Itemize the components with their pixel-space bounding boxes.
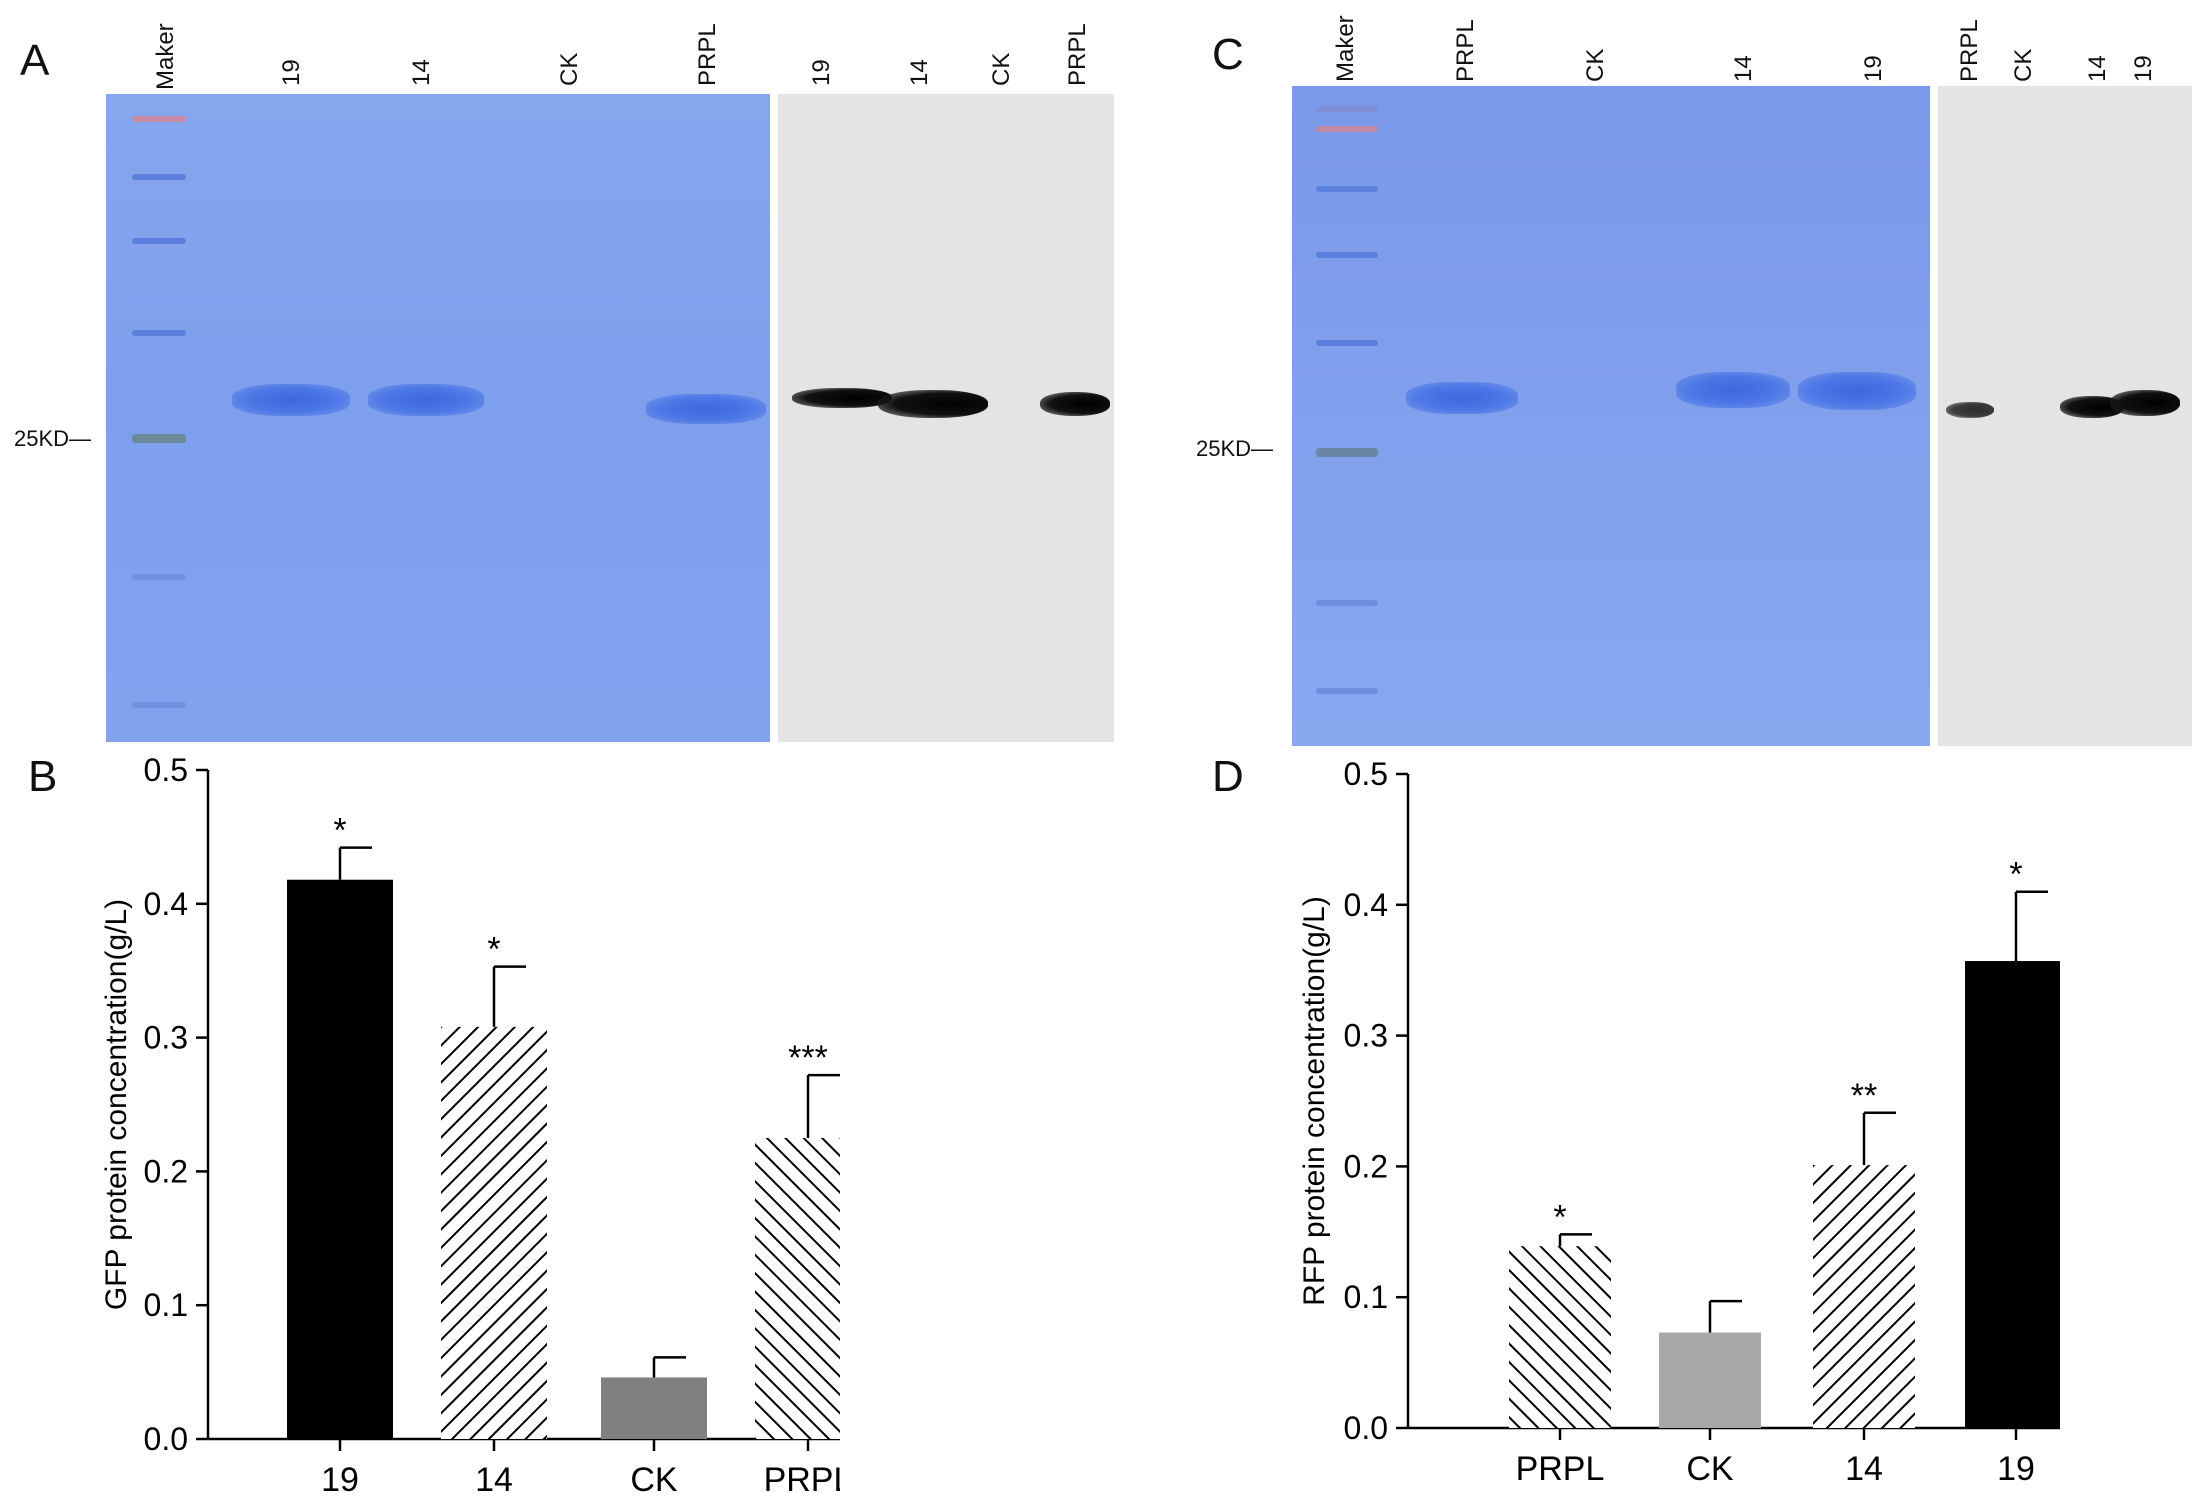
significance-label: ** bbox=[1851, 1077, 1877, 1115]
lane-label: PRPL bbox=[1956, 19, 1983, 82]
bar bbox=[601, 1377, 707, 1439]
y-tick-label: 0.2 bbox=[144, 1153, 188, 1189]
bar bbox=[1659, 1332, 1761, 1428]
western-band bbox=[1040, 392, 1110, 416]
y-axis-label: GFP protein concentration(g/L) bbox=[100, 899, 133, 1310]
y-tick-label: 0.0 bbox=[144, 1421, 188, 1457]
panel-label-a: A bbox=[20, 36, 50, 85]
significance-label: *** bbox=[788, 1039, 828, 1077]
bar bbox=[1509, 1246, 1611, 1428]
kd-marker-label: 25KD— bbox=[1196, 436, 1274, 461]
x-tick-label: PRPL bbox=[1516, 1450, 1605, 1488]
x-tick-label: 14 bbox=[475, 1461, 513, 1499]
kd-marker-label: 25KD— bbox=[14, 426, 92, 451]
lane-label: CK bbox=[988, 52, 1015, 86]
protein-band bbox=[1406, 382, 1518, 414]
western-blot-c bbox=[1938, 86, 2192, 746]
protein-band bbox=[368, 384, 484, 416]
marker-lane-label: Maker bbox=[1332, 15, 1359, 82]
coomassie-gel-c bbox=[1292, 86, 1930, 746]
lane-label: CK bbox=[1582, 48, 1609, 82]
protein-band bbox=[1798, 372, 1916, 410]
y-axis-label: RFP protein concentration(g/L) bbox=[1298, 896, 1331, 1306]
significance-label: * bbox=[487, 931, 500, 969]
western-band bbox=[1946, 402, 1994, 418]
protein-band bbox=[232, 384, 350, 416]
y-tick-label: 0.2 bbox=[1344, 1148, 1388, 1184]
panel-label-c: C bbox=[1212, 30, 1244, 79]
ladder-band bbox=[132, 238, 186, 244]
ladder-band bbox=[132, 702, 186, 708]
ladder-band bbox=[1316, 252, 1378, 258]
lane-label: 19 bbox=[2130, 55, 2157, 82]
lane-label: 14 bbox=[906, 59, 933, 86]
lane-label: 19 bbox=[808, 59, 835, 86]
x-tick-label: 19 bbox=[321, 1461, 359, 1499]
bar bbox=[441, 1026, 547, 1439]
ladder-band bbox=[1316, 340, 1378, 346]
x-tick-label: 19 bbox=[1997, 1450, 2035, 1488]
x-tick-label: 14 bbox=[1845, 1450, 1883, 1488]
significance-label: * bbox=[333, 812, 346, 850]
significance-label: * bbox=[1553, 1198, 1566, 1236]
lane-label: 14 bbox=[1730, 55, 1757, 82]
y-tick-label: 0.1 bbox=[144, 1287, 188, 1323]
y-tick-label: 0.5 bbox=[1344, 756, 1388, 792]
x-tick-label: CK bbox=[630, 1461, 678, 1499]
ladder-band bbox=[1316, 688, 1378, 694]
ladder-band bbox=[1316, 126, 1378, 132]
lane-label: CK bbox=[556, 52, 583, 86]
bar bbox=[755, 1137, 840, 1439]
lane-label: 14 bbox=[408, 59, 435, 86]
bar bbox=[287, 879, 393, 1439]
y-tick-label: 0.4 bbox=[1344, 887, 1388, 923]
y-tick-label: 0.5 bbox=[144, 752, 188, 788]
panel-label-d: D bbox=[1212, 752, 1244, 801]
y-tick-label: 0.3 bbox=[1344, 1018, 1388, 1054]
bar-chart-d: 0.0 0.1 0.2 0.3 0.4 0.5 RFP protein concentrat… bbox=[1298, 756, 2060, 1488]
marker-lane-label: Maker bbox=[152, 23, 179, 90]
lane-label: 19 bbox=[1860, 55, 1887, 82]
lane-label: PRPL bbox=[1452, 19, 1479, 82]
lane-label: 14 bbox=[2084, 55, 2111, 82]
western-band bbox=[878, 390, 988, 418]
lane-label: PRPL bbox=[694, 23, 721, 86]
ladder-band bbox=[132, 330, 186, 336]
y-tick-label: 0.3 bbox=[144, 1020, 188, 1056]
y-tick-label: 0.1 bbox=[1344, 1279, 1388, 1315]
western-band bbox=[792, 388, 892, 408]
ladder-band bbox=[1316, 448, 1378, 457]
coomassie-gel-a bbox=[106, 94, 770, 742]
bar bbox=[1965, 961, 2060, 1428]
ladder-band bbox=[1316, 106, 1378, 112]
ladder-band bbox=[132, 174, 186, 180]
x-tick-label: CK bbox=[1686, 1450, 1734, 1488]
bar-chart-b: 0.0 0.1 0.2 0.3 0.4 0.5 GFP protein concentrat… bbox=[100, 752, 840, 1499]
x-tick-label: PRPL bbox=[764, 1461, 840, 1499]
bar bbox=[1813, 1165, 1915, 1428]
protein-band bbox=[646, 394, 766, 424]
ladder-band bbox=[1316, 186, 1378, 192]
lane-label: PRPL bbox=[1064, 23, 1091, 86]
y-tick-label: 0.4 bbox=[144, 886, 188, 922]
western-band bbox=[2110, 390, 2180, 416]
lane-label: CK bbox=[2010, 48, 2037, 82]
lane-label: 19 bbox=[278, 59, 305, 86]
significance-label: * bbox=[2009, 856, 2022, 894]
panel-label-b: B bbox=[28, 752, 58, 801]
ladder-band bbox=[132, 116, 186, 122]
ladder-band bbox=[132, 434, 186, 443]
protein-band bbox=[1676, 372, 1790, 408]
y-tick-label: 0.0 bbox=[1344, 1410, 1388, 1446]
western-blot-a bbox=[778, 94, 1114, 742]
ladder-band bbox=[132, 574, 186, 580]
western-band bbox=[2060, 396, 2124, 418]
ladder-band bbox=[1316, 600, 1378, 606]
